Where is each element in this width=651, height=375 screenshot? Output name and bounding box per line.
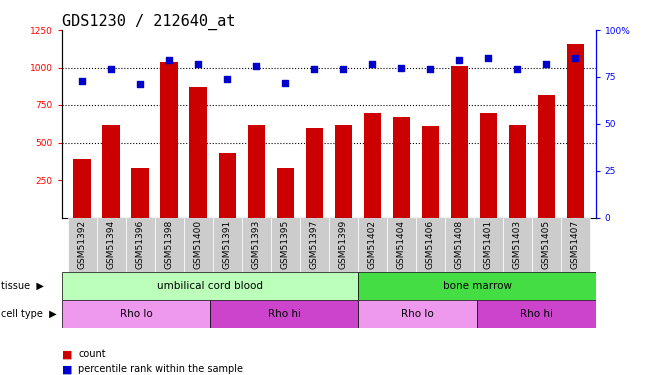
Text: Rho lo: Rho lo — [120, 309, 152, 319]
Text: Rho hi: Rho hi — [520, 309, 553, 319]
Point — [135, 81, 145, 87]
Text: GSM51399: GSM51399 — [339, 220, 348, 270]
Bar — [102, 124, 120, 217]
Bar — [422, 126, 439, 218]
Bar — [359, 272, 596, 300]
Bar — [503, 217, 532, 272]
Text: GDS1230 / 212640_at: GDS1230 / 212640_at — [62, 14, 235, 30]
Bar — [247, 124, 265, 217]
Bar — [210, 300, 359, 328]
Bar — [213, 217, 242, 272]
Bar — [161, 62, 178, 217]
Text: ■: ■ — [62, 364, 76, 374]
Bar — [68, 217, 96, 272]
Bar — [277, 168, 294, 217]
Text: GSM51398: GSM51398 — [165, 220, 174, 270]
Point — [541, 61, 551, 67]
Text: GSM51406: GSM51406 — [426, 220, 435, 269]
Text: GSM51401: GSM51401 — [484, 220, 493, 269]
Text: cell type  ▶: cell type ▶ — [1, 309, 56, 319]
Point — [454, 57, 465, 63]
Bar — [566, 44, 584, 218]
Text: GSM51408: GSM51408 — [455, 220, 464, 269]
Text: GSM51395: GSM51395 — [281, 220, 290, 270]
Text: GSM51404: GSM51404 — [397, 220, 406, 269]
Text: GSM51394: GSM51394 — [107, 220, 116, 269]
Point — [396, 64, 406, 70]
Bar — [96, 217, 126, 272]
Text: bone marrow: bone marrow — [443, 281, 512, 291]
Text: GSM51402: GSM51402 — [368, 220, 377, 269]
Point — [193, 61, 203, 67]
Bar — [184, 217, 213, 272]
Text: ■: ■ — [62, 350, 76, 359]
Bar — [358, 217, 387, 272]
Text: GSM51396: GSM51396 — [135, 220, 145, 270]
Bar — [474, 217, 503, 272]
Point — [512, 66, 523, 72]
Bar — [477, 300, 596, 328]
Text: GSM51403: GSM51403 — [513, 220, 522, 269]
Bar — [155, 217, 184, 272]
Bar — [561, 217, 590, 272]
Text: GSM51407: GSM51407 — [571, 220, 580, 269]
Point — [483, 55, 493, 61]
Text: GSM51391: GSM51391 — [223, 220, 232, 270]
Bar — [335, 124, 352, 217]
Text: Rho hi: Rho hi — [268, 309, 301, 319]
Text: GSM51400: GSM51400 — [194, 220, 202, 269]
Text: umbilical cord blood: umbilical cord blood — [157, 281, 263, 291]
Bar — [329, 217, 358, 272]
Text: GSM51392: GSM51392 — [77, 220, 87, 269]
Point — [309, 66, 320, 72]
Text: GSM51393: GSM51393 — [252, 220, 260, 270]
Bar — [532, 217, 561, 272]
Text: GSM51397: GSM51397 — [310, 220, 319, 270]
Point — [338, 66, 348, 72]
Point — [367, 61, 378, 67]
Bar — [305, 128, 323, 218]
Bar — [480, 112, 497, 218]
Bar — [445, 217, 474, 272]
Bar — [62, 272, 359, 300]
Bar — [359, 300, 477, 328]
Bar — [189, 87, 207, 218]
Point — [106, 66, 117, 72]
Text: count: count — [78, 350, 105, 359]
Bar — [416, 217, 445, 272]
Bar — [363, 112, 381, 218]
Bar — [450, 66, 468, 218]
Bar — [132, 168, 149, 217]
Bar — [62, 300, 210, 328]
Bar — [126, 217, 155, 272]
Bar — [271, 217, 299, 272]
Text: Rho lo: Rho lo — [402, 309, 434, 319]
Text: percentile rank within the sample: percentile rank within the sample — [78, 364, 243, 374]
Bar — [219, 153, 236, 218]
Point — [425, 66, 436, 72]
Bar — [299, 217, 329, 272]
Text: GSM51405: GSM51405 — [542, 220, 551, 269]
Bar — [393, 117, 410, 218]
Text: tissue  ▶: tissue ▶ — [1, 281, 44, 291]
Bar — [242, 217, 271, 272]
Bar — [508, 124, 526, 217]
Point — [222, 76, 232, 82]
Point — [251, 63, 262, 69]
Point — [280, 80, 290, 86]
Point — [164, 57, 174, 63]
Bar — [74, 159, 91, 218]
Point — [77, 78, 87, 84]
Bar — [538, 94, 555, 218]
Point — [570, 55, 581, 61]
Bar — [387, 217, 416, 272]
